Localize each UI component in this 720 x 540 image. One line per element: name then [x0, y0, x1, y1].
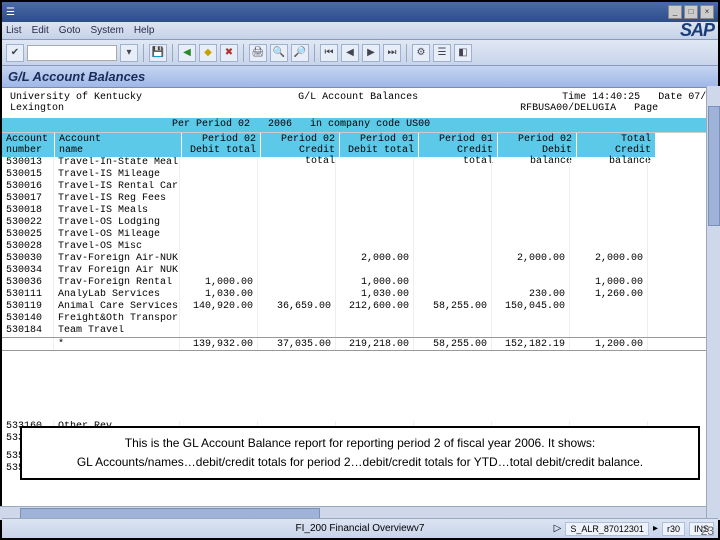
annotation-box: This is the GL Account Balance report fo…: [20, 426, 700, 480]
prev-page-icon[interactable]: ◀: [341, 44, 359, 62]
menu-goto[interactable]: Goto: [59, 25, 81, 36]
report-header: University of Kentucky G/L Account Balan…: [2, 88, 718, 118]
table-row: 530111AnalyLab Services1,030.001,030.002…: [2, 289, 718, 301]
col-tot-debit: Period 02Debit balance: [498, 133, 576, 157]
col-acct-name: Accountname: [55, 133, 181, 157]
table-row: 530013Travel-In-State Meal: [2, 157, 718, 169]
print-icon[interactable]: 🖨: [249, 44, 267, 62]
statusbar: FI_200 Financial Overviewv7 ▷ S_ALR_8701…: [2, 518, 718, 538]
status-center: FI_200 Financial Overviewv7: [296, 523, 425, 534]
window-menu-icon[interactable]: ☰: [6, 7, 15, 18]
menubar: List Edit Goto System Help SAP: [2, 22, 718, 40]
table-row: 530015Travel-IS Mileage: [2, 169, 718, 181]
tool2-icon[interactable]: ☰: [433, 44, 451, 62]
time-value: 14:40:25: [592, 92, 640, 103]
find-icon[interactable]: 🔍: [270, 44, 288, 62]
tool-icon[interactable]: ⚙: [412, 44, 430, 62]
period-band-text: Per Period 02 2006 in company code US00: [172, 119, 430, 130]
next-page-icon[interactable]: ▶: [362, 44, 380, 62]
exit-icon[interactable]: ◆: [199, 44, 217, 62]
user-value: RFBUSA00/DELUGIA: [520, 103, 616, 114]
table-row: 530184Team Travel: [2, 325, 718, 337]
status-tcode: S_ALR_87012301: [565, 522, 649, 536]
page-title: G/L Account Balances: [2, 66, 718, 88]
last-page-icon[interactable]: ⏭: [383, 44, 401, 62]
page-label: Page: [634, 103, 658, 114]
data-rows: 530013Travel-In-State Meal530015Travel-I…: [2, 157, 718, 337]
status-client: r30: [662, 522, 685, 536]
table-row: 530016Travel-IS Rental Car: [2, 181, 718, 193]
status-icon[interactable]: ▸: [653, 523, 658, 534]
annotation-line1: This is the GL Account Balance report fo…: [32, 434, 688, 453]
annotation-line2: GL Accounts/names…debit/credit totals fo…: [32, 453, 688, 472]
ok-icon[interactable]: ✔: [6, 44, 24, 62]
table-row: 530028Travel-OS Misc: [2, 241, 718, 253]
sap-logo: SAP: [680, 20, 714, 41]
col-p01-credit: Period 01Credit total: [419, 133, 497, 157]
period-band: Per Period 02 2006 in company code US00: [2, 118, 718, 132]
find-next-icon[interactable]: 🔎: [291, 44, 309, 62]
save-icon[interactable]: 💾: [149, 44, 167, 62]
window-controls: _ □ ×: [668, 5, 714, 19]
window-titlebar: ☰ _ □ ×: [2, 2, 718, 22]
column-headers: Accountnumber Accountname Period 02Debit…: [2, 132, 718, 157]
table-row: 530018Travel-IS Meals: [2, 205, 718, 217]
tool3-icon[interactable]: ◧: [454, 44, 472, 62]
org-loc: Lexington: [10, 103, 64, 114]
report-content: University of Kentucky G/L Account Balan…: [2, 88, 718, 518]
org-name: University of Kentucky: [10, 92, 142, 103]
vertical-scrollbar[interactable]: [706, 86, 720, 520]
col-p02-credit: Period 02Credit total: [261, 133, 339, 157]
table-row: 530119Animal Care Services140,920.0036,6…: [2, 301, 718, 313]
table-row: 530030Trav-Foreign Air-NUK2,000.002,000.…: [2, 253, 718, 265]
subtotal-marker: *: [54, 338, 180, 350]
scroll-thumb-v[interactable]: [708, 106, 720, 226]
back-icon[interactable]: ◀: [178, 44, 196, 62]
menu-help[interactable]: Help: [134, 25, 155, 36]
close-icon[interactable]: ×: [700, 5, 714, 19]
table-row: 530034Trav Foreign Air NUK: [2, 265, 718, 277]
table-row: 530025Travel-OS Mileage: [2, 229, 718, 241]
time-label: Time: [562, 92, 586, 103]
subtotal-row: * 139,932.00 37,035.00 219,218.00 58,255…: [2, 337, 718, 351]
minimize-icon[interactable]: _: [668, 5, 682, 19]
command-field[interactable]: [27, 45, 117, 61]
col-acct-num: Accountnumber: [2, 133, 54, 157]
menu-system[interactable]: System: [90, 25, 123, 36]
table-row: 530140Freight&Oth Transpor: [2, 313, 718, 325]
first-page-icon[interactable]: ⏮: [320, 44, 338, 62]
table-row: 530017Travel-IS Reg Fees: [2, 193, 718, 205]
col-tot-credit: TotalCredit balance: [577, 133, 655, 157]
dropdown-icon[interactable]: ▾: [120, 44, 138, 62]
col-p02-debit: Period 02Debit total: [182, 133, 260, 157]
table-row: 530022Travel-OS Lodging: [2, 217, 718, 229]
status-triangle-icon[interactable]: ▷: [554, 523, 562, 534]
cancel-icon[interactable]: ✖: [220, 44, 238, 62]
toolbar: ✔ ▾ 💾 ◀ ◆ ✖ 🖨 🔍 🔎 ⏮ ◀ ▶ ⏭ ⚙ ☰ ◧: [2, 40, 718, 66]
table-row: 530036Trav-Foreign Rental1,000.001,000.0…: [2, 277, 718, 289]
menu-list[interactable]: List: [6, 25, 22, 36]
date-label: Date: [658, 92, 682, 103]
maximize-icon[interactable]: □: [684, 5, 698, 19]
report-title: G/L Account Balances: [298, 92, 418, 103]
menu-edit[interactable]: Edit: [32, 25, 49, 36]
slide-number: 23: [701, 524, 714, 538]
col-p01-debit: Period 01Debit total: [340, 133, 418, 157]
